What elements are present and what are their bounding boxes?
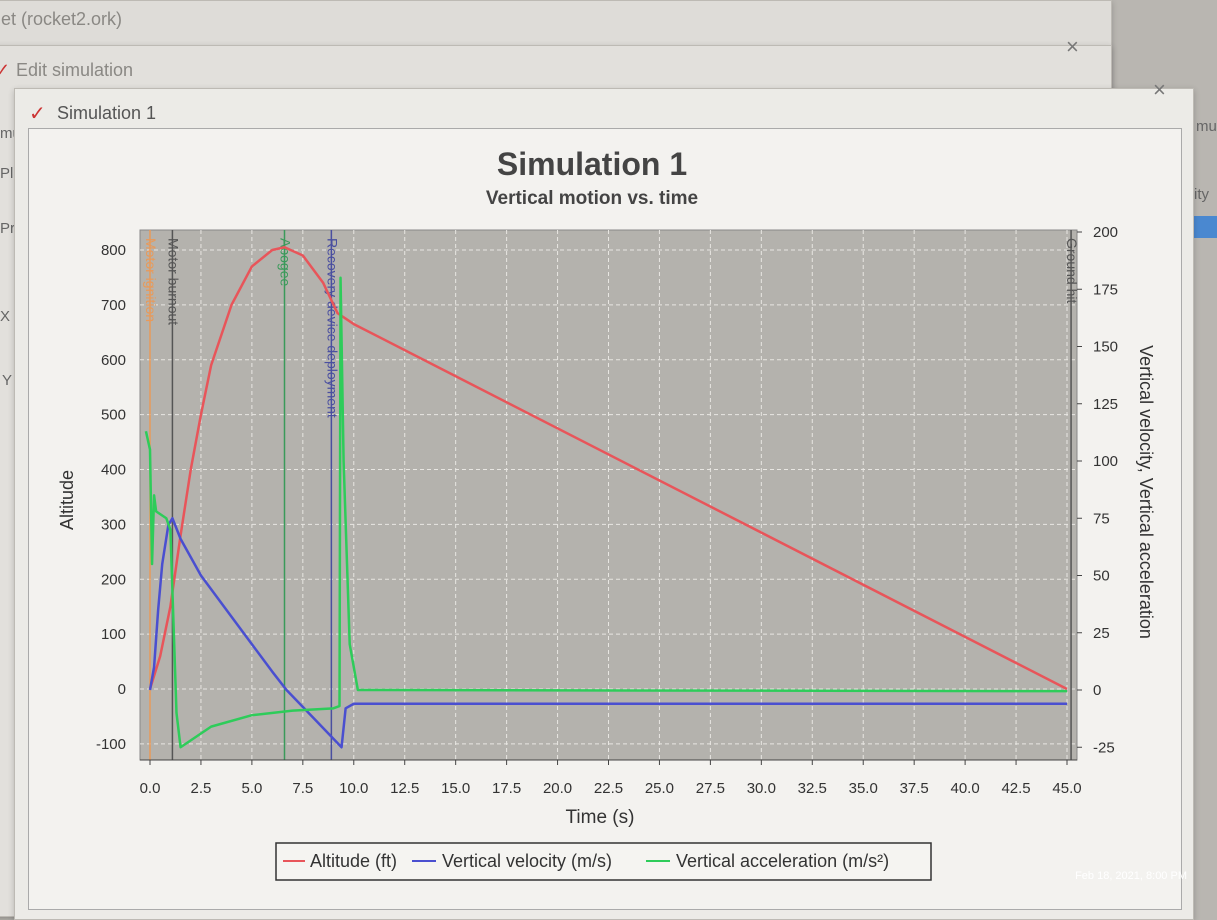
y-right-tick-label: 50 [1093,568,1110,585]
x-tick-label: 5.0 [241,780,262,797]
legend-label: Vertical acceleration (m/s²) [676,851,889,871]
y-left-tick-label: 800 [101,242,126,259]
y-right-tick-label: -25 [1093,739,1115,756]
x-tick-label: 10.0 [339,780,368,797]
event-label: Recovery device deployment [324,238,340,418]
x-tick-label: 40.0 [951,780,980,797]
y-right-tick-label: 75 [1093,510,1110,527]
legend-label: Vertical velocity (m/s) [442,851,612,871]
y-left-tick-label: 0 [118,681,126,698]
x-tick-label: 25.0 [645,780,674,797]
y-right-tick-label: 100 [1093,453,1118,470]
photo-timestamp: Feb 18, 2021, 8:00 PM [1075,870,1187,882]
x-tick-label: 37.5 [900,780,929,797]
chart-subtitle: Vertical motion vs. time [486,188,698,209]
x-tick-label: 32.5 [798,780,827,797]
event-label: Motor ignition [143,238,159,322]
x-tick-label: 12.5 [390,780,419,797]
y-left-tick-label: 300 [101,516,126,533]
x-tick-label: 2.5 [191,780,212,797]
y-left-tick-label: 400 [101,462,126,479]
event-label: Apogee [277,238,293,286]
legend-label: Altitude (ft) [310,851,397,871]
y-right-axis-label: Vertical velocity, Vertical acceleration [1136,345,1156,639]
y-right-tick-label: 25 [1093,625,1110,642]
chart-title: Simulation 1 [497,146,687,182]
x-tick-label: 15.0 [441,780,470,797]
x-axis-label: Time (s) [566,807,635,828]
x-tick-label: 42.5 [1001,780,1030,797]
y-left-tick-label: 100 [101,626,126,643]
y-right-tick-label: 175 [1093,281,1118,298]
y-left-axis-label: Altitude [57,470,77,530]
y-right-tick-label: 150 [1093,339,1118,356]
y-right-tick-label: 125 [1093,396,1118,413]
y-left-tick-label: -100 [96,736,126,753]
y-left-tick-label: 600 [101,352,126,369]
x-tick-label: 30.0 [747,780,776,797]
legend: Altitude (ft) Vertical velocity (m/s) Ve… [276,843,931,880]
y-right-tick-label: 200 [1093,224,1118,241]
x-tick-label: 20.0 [543,780,572,797]
x-tick-label: 0.0 [140,780,161,797]
x-tick-label: 17.5 [492,780,521,797]
event-label: Ground hit [1064,238,1080,303]
event-label: Motor burnout [165,238,181,325]
x-tick-label: 7.5 [292,780,313,797]
y-left-tick-label: 200 [101,571,126,588]
x-tick-label: 27.5 [696,780,725,797]
y-right-tick-label: 0 [1093,682,1101,699]
x-tick-label: 22.5 [594,780,623,797]
y-left-tick-label: 500 [101,407,126,424]
x-tick-label: 35.0 [849,780,878,797]
x-tick-label: 45.0 [1052,780,1081,797]
y-left-tick-label: 700 [101,297,126,314]
